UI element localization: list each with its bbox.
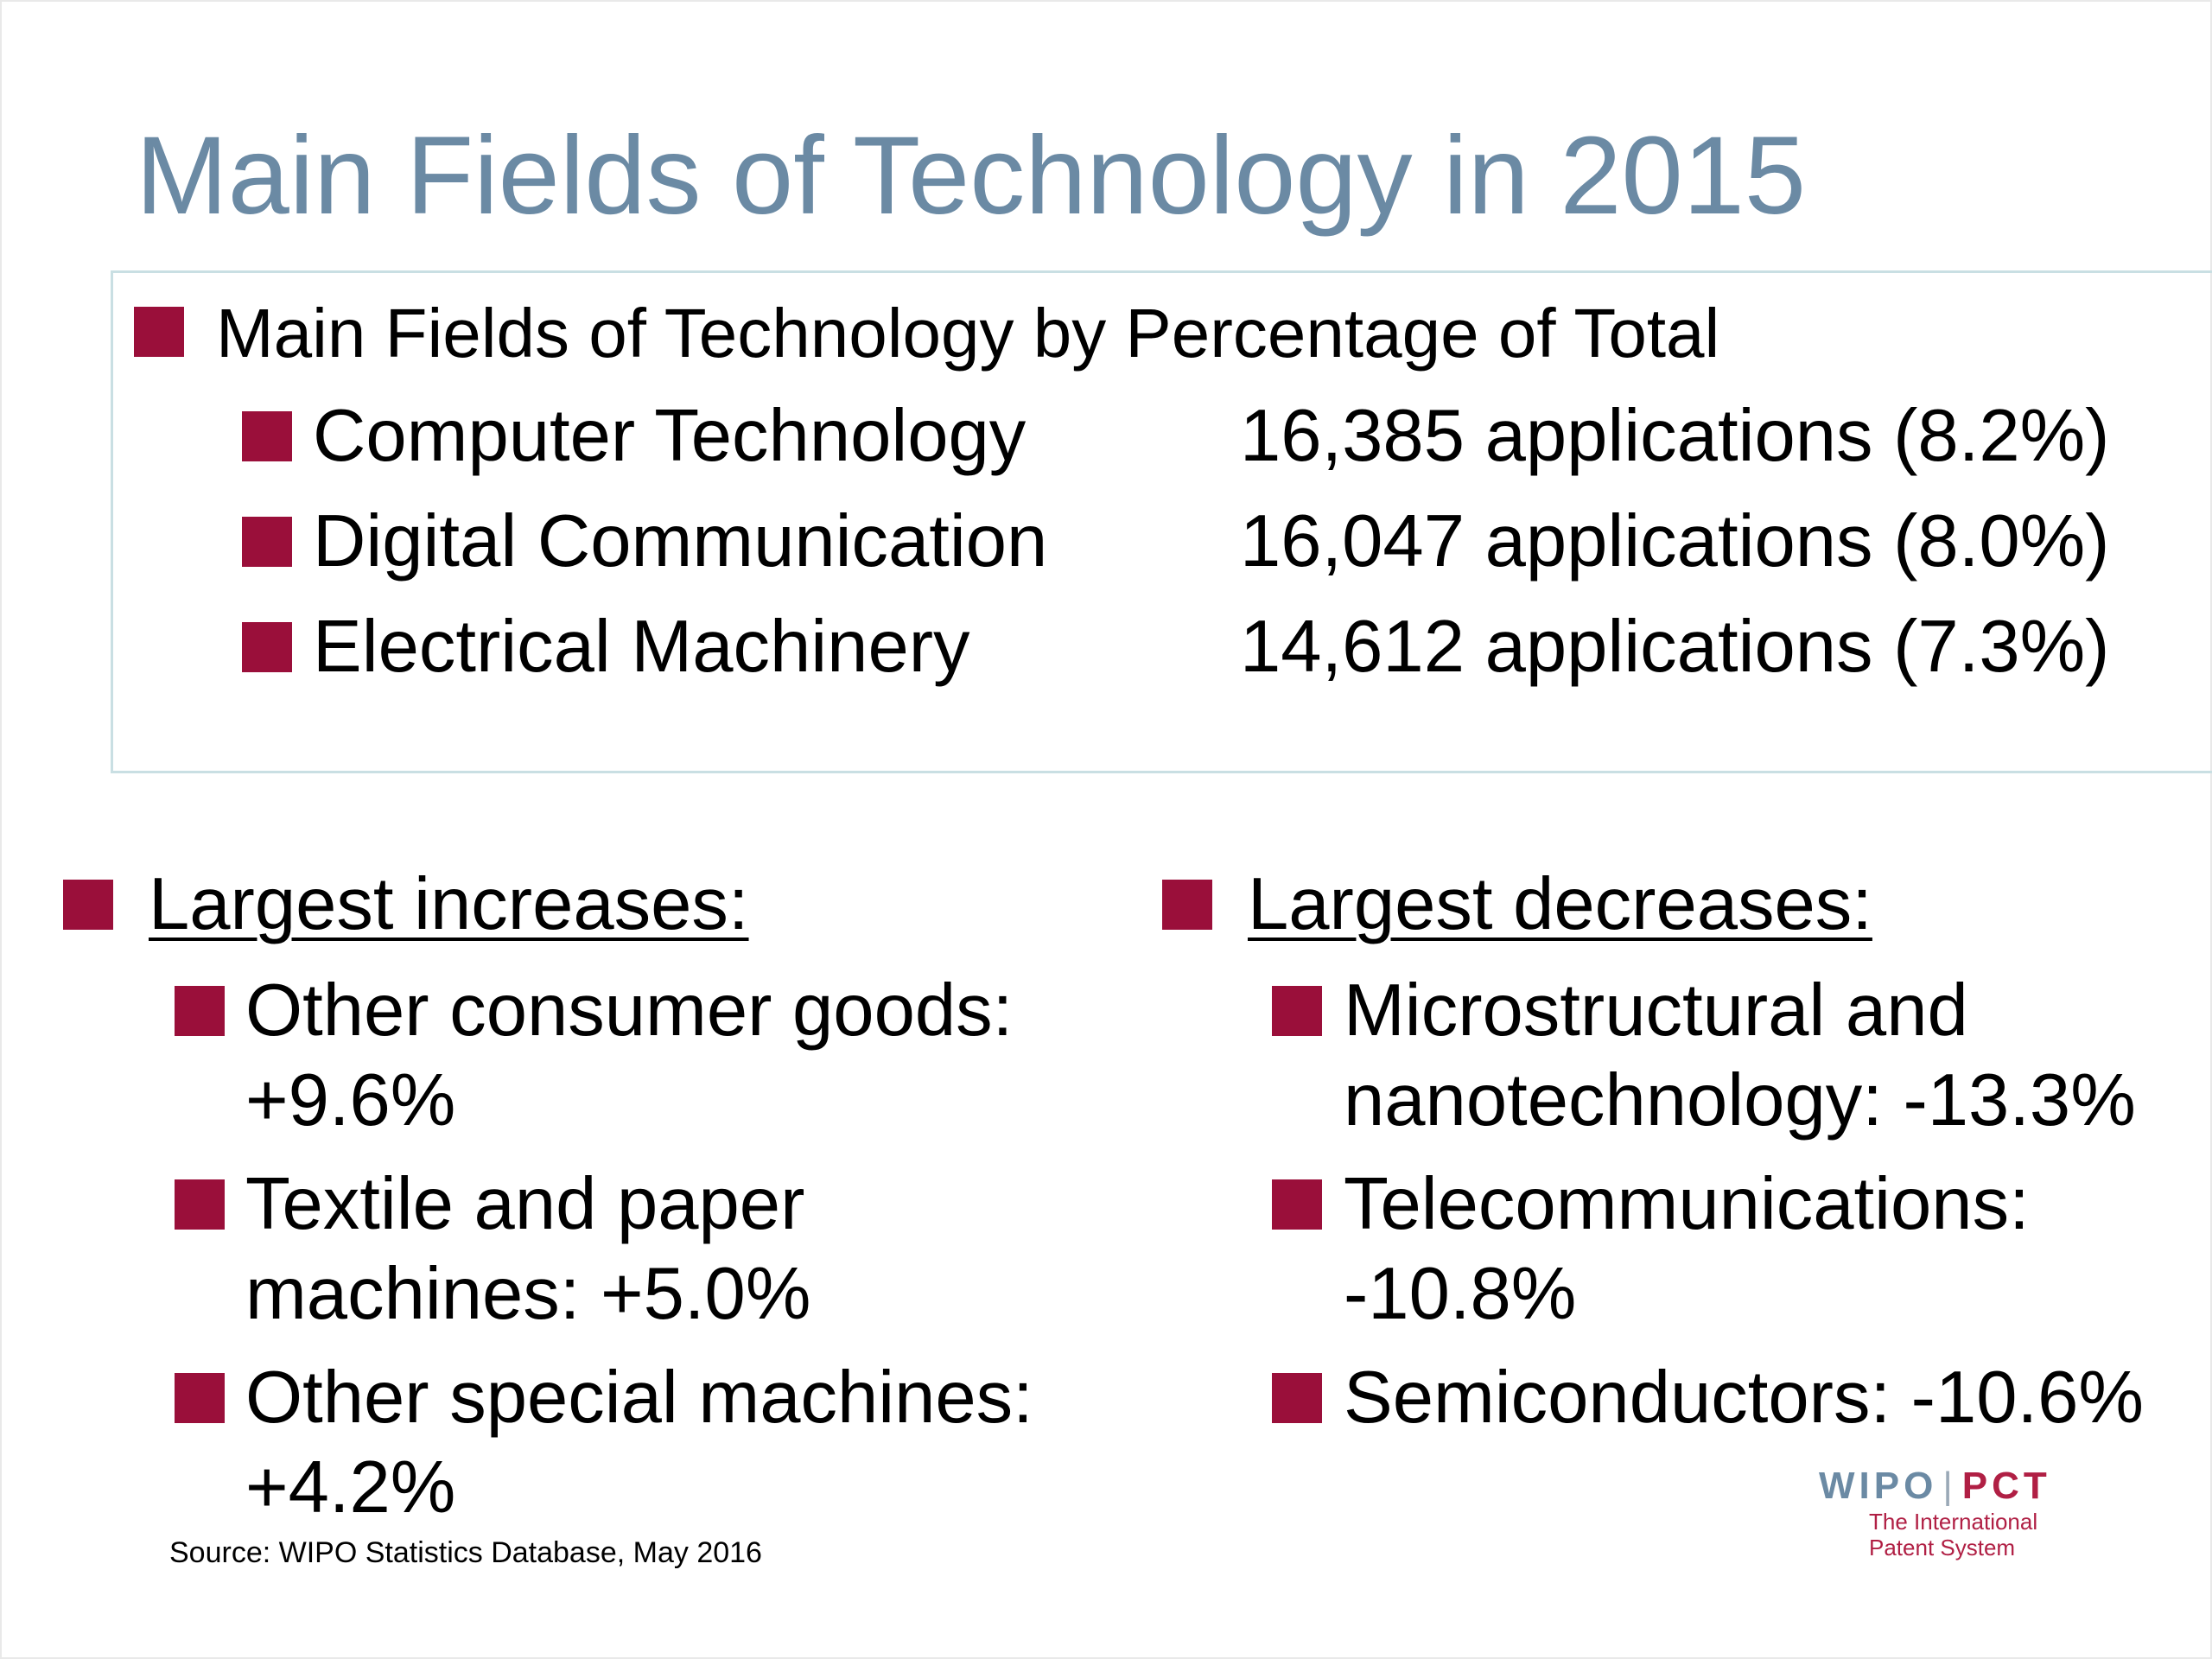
decrease-item-2-line1: Telecommunications: — [1344, 1163, 2030, 1245]
slide-title: Main Fields of Technology in 2015 — [136, 114, 1807, 238]
field-value-computer-technology: 16,385 applications (8.2%) — [1240, 395, 2110, 477]
logo-tagline-line2: Patent System — [1869, 1535, 2016, 1560]
increases-heading: Largest increases: — [149, 863, 749, 945]
bullet-icon — [1272, 1373, 1322, 1423]
decrease-item-3-line1: Semiconductors: -10.6% — [1344, 1357, 2144, 1439]
wipo-pct-logo: WIPO | PCT The International Patent System — [1819, 1467, 2078, 1562]
field-value-digital-communication: 16,047 applications (8.0%) — [1240, 500, 2110, 582]
bullet-icon — [242, 517, 292, 567]
decrease-item-1-line1: Microstructural and — [1344, 969, 1968, 1052]
box-heading: Main Fields of Technology by Percentage … — [216, 295, 1720, 372]
field-name-electrical-machinery: Electrical Machinery — [313, 606, 970, 688]
field-value-electrical-machinery: 14,612 applications (7.3%) — [1240, 606, 2110, 688]
logo-wipo-text: WIPO — [1819, 1465, 1938, 1507]
bullet-icon — [63, 880, 113, 930]
logo-wordmark: WIPO | PCT — [1819, 1467, 2051, 1505]
top-fields-box — [111, 270, 2212, 773]
logo-tagline-line1: The International — [1869, 1509, 2038, 1535]
bullet-icon — [1162, 880, 1212, 930]
bullet-icon — [1272, 986, 1322, 1036]
increase-item-1-line1: Other consumer goods: — [245, 969, 1014, 1052]
increase-item-2-line2: machines: +5.0% — [245, 1253, 811, 1335]
field-name-computer-technology: Computer Technology — [313, 395, 1027, 477]
logo-pct-text: PCT — [1961, 1465, 2051, 1507]
bullet-icon — [242, 411, 292, 461]
bullet-icon — [242, 622, 292, 672]
increase-item-1-line2: +9.6% — [245, 1059, 456, 1141]
increase-item-3-line1: Other special machines: — [245, 1357, 1033, 1439]
field-name-digital-communication: Digital Communication — [313, 500, 1048, 582]
bullet-icon — [134, 307, 184, 357]
increase-item-3-line2: +4.2% — [245, 1446, 456, 1529]
bullet-icon — [175, 1373, 225, 1423]
bullet-icon — [175, 986, 225, 1036]
logo-separator: | — [1942, 1465, 1957, 1507]
bullet-icon — [1272, 1179, 1322, 1230]
source-note: Source: WIPO Statistics Database, May 20… — [169, 1536, 762, 1569]
bullet-icon — [175, 1179, 225, 1230]
increase-item-2-line1: Textile and paper — [245, 1163, 805, 1245]
decreases-heading: Largest decreases: — [1248, 863, 1872, 945]
decrease-item-2-line2: -10.8% — [1344, 1253, 1577, 1335]
decrease-item-1-line2: nanotechnology: -13.3% — [1344, 1059, 2136, 1141]
